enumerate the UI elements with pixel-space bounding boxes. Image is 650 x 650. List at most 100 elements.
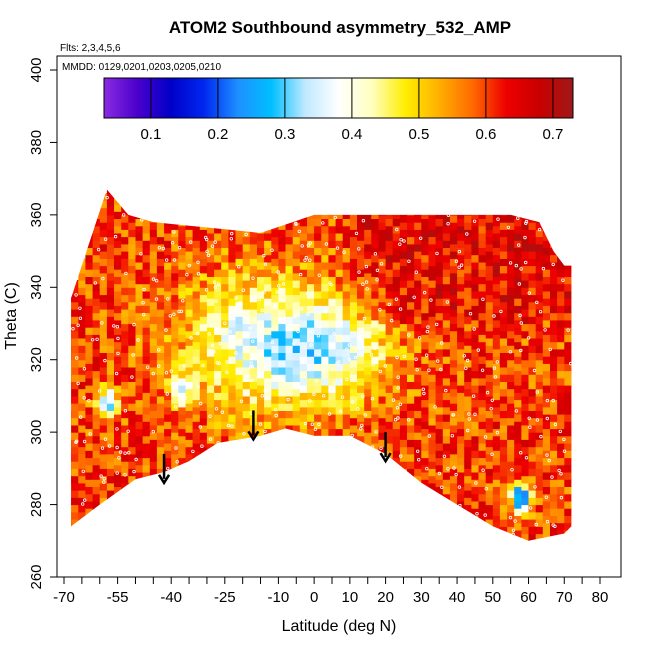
heatmap-cell bbox=[149, 468, 158, 477]
heatmap-cell bbox=[550, 298, 558, 306]
heatmap-cell bbox=[521, 461, 530, 469]
measurement-point bbox=[88, 432, 92, 436]
heatmap-cell bbox=[364, 272, 372, 281]
heatmap-cell bbox=[278, 424, 287, 433]
heatmap-cell bbox=[242, 432, 251, 440]
heatmap-cell bbox=[478, 327, 487, 335]
heatmap-cell bbox=[342, 363, 351, 372]
heatmap-cell bbox=[421, 479, 429, 487]
heatmap-cell bbox=[164, 421, 172, 430]
heatmap-cell bbox=[428, 323, 437, 332]
heatmap-cell bbox=[314, 211, 322, 219]
heatmap-cell bbox=[106, 475, 115, 484]
heatmap-cell bbox=[135, 319, 144, 328]
heatmap-cell bbox=[521, 497, 530, 506]
heatmap-cell bbox=[371, 348, 379, 357]
heatmap-cell bbox=[542, 537, 551, 541]
heatmap-cell bbox=[514, 428, 522, 437]
heatmap-cell bbox=[235, 222, 244, 230]
measurement-point bbox=[457, 265, 461, 269]
heatmap-cell bbox=[464, 424, 472, 433]
heatmap-cell bbox=[535, 403, 544, 411]
heatmap-cell bbox=[457, 240, 465, 248]
heatmap-cell bbox=[299, 370, 308, 379]
heatmap-cell bbox=[485, 265, 494, 274]
heatmap-cell bbox=[121, 229, 129, 238]
heatmap-cell bbox=[521, 533, 530, 541]
measurement-point bbox=[223, 321, 227, 325]
heatmap-cell bbox=[164, 341, 172, 350]
heatmap-cell bbox=[171, 294, 179, 303]
heatmap-cell bbox=[371, 290, 379, 299]
heatmap-cell bbox=[407, 323, 415, 332]
heatmap-cell bbox=[199, 294, 208, 303]
measurement-point bbox=[357, 247, 361, 251]
heatmap-cell bbox=[535, 251, 544, 259]
heatmap-cell bbox=[149, 417, 158, 426]
measurement-point bbox=[551, 262, 555, 267]
heatmap-cell bbox=[185, 403, 194, 411]
heatmap-cell bbox=[114, 189, 122, 198]
heatmap-cell bbox=[242, 294, 251, 303]
heatmap-cell bbox=[442, 392, 451, 401]
heatmap-cell bbox=[135, 370, 144, 379]
heatmap-cell bbox=[528, 533, 537, 541]
heatmap-cell bbox=[557, 435, 565, 444]
heatmap-cell bbox=[299, 312, 308, 321]
heatmap-cell bbox=[128, 265, 136, 274]
heatmap-cell bbox=[507, 497, 515, 506]
heatmap-cell bbox=[528, 410, 537, 419]
measurement-point bbox=[117, 456, 121, 460]
heatmap-cell bbox=[457, 283, 465, 292]
heatmap-cell bbox=[171, 367, 179, 375]
measurement-point bbox=[524, 260, 528, 265]
heatmap-cell bbox=[114, 450, 122, 459]
heatmap-cell bbox=[385, 377, 394, 386]
measurement-point bbox=[214, 299, 218, 303]
measurement-point bbox=[450, 434, 454, 438]
measurement-point bbox=[126, 429, 130, 433]
heatmap-cell bbox=[114, 341, 122, 350]
heatmap-cell bbox=[507, 410, 515, 419]
heatmap-cell bbox=[185, 395, 194, 404]
heatmap-cell bbox=[457, 290, 465, 299]
heatmap-cell bbox=[192, 276, 201, 285]
heatmap-cell bbox=[199, 229, 208, 238]
measurement-point bbox=[82, 439, 87, 444]
heatmap-cell bbox=[378, 214, 387, 223]
heatmap-cell bbox=[535, 229, 544, 238]
measurement-point bbox=[483, 435, 488, 439]
measurement-point bbox=[440, 485, 444, 489]
heatmap-cell bbox=[514, 233, 522, 241]
heatmap-cell bbox=[228, 406, 237, 415]
heatmap-cell bbox=[314, 385, 322, 393]
heatmap-cell bbox=[185, 287, 194, 296]
heatmap-cell bbox=[299, 247, 308, 256]
heatmap-cell bbox=[550, 385, 558, 393]
heatmap-cell bbox=[78, 439, 86, 448]
heatmap-cell bbox=[199, 410, 208, 419]
heatmap-cell bbox=[292, 272, 301, 281]
heatmap-cell bbox=[542, 312, 551, 321]
heatmap-cell bbox=[335, 385, 344, 393]
measurement-point bbox=[378, 308, 382, 312]
heatmap-cell bbox=[542, 414, 551, 422]
heatmap-cell bbox=[71, 511, 72, 520]
heatmap-cell bbox=[507, 258, 515, 267]
heatmap-cell bbox=[328, 283, 337, 292]
dates-label: MMDD: 0129,0201,0203,0205,0210 bbox=[62, 62, 221, 73]
heatmap-cell bbox=[299, 233, 308, 241]
measurement-point bbox=[187, 263, 191, 268]
heatmap-cell bbox=[99, 222, 108, 230]
heatmap-cell bbox=[507, 222, 515, 230]
heatmap-cell bbox=[499, 439, 508, 448]
measurement-point bbox=[116, 336, 120, 341]
heatmap-cell bbox=[171, 236, 179, 245]
heatmap-cell bbox=[71, 453, 79, 462]
heatmap-cell bbox=[128, 417, 136, 426]
heatmap-cell bbox=[385, 341, 394, 350]
heatmap-cell bbox=[421, 319, 429, 328]
heatmap-cell bbox=[478, 457, 487, 466]
heatmap-cell bbox=[571, 497, 579, 505]
measurement-point bbox=[205, 249, 209, 254]
